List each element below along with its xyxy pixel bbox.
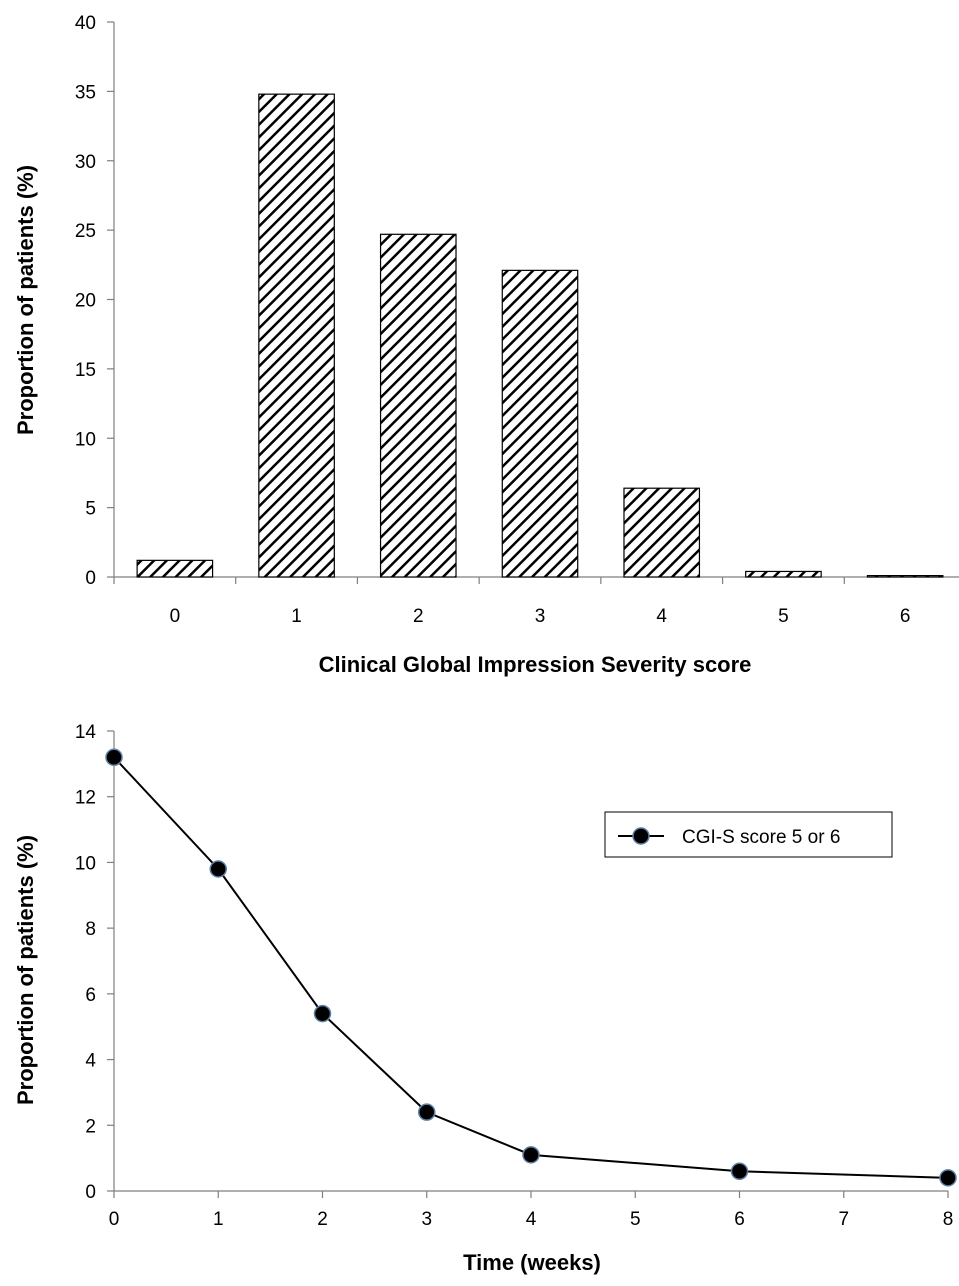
y-tick-label: 10 (75, 853, 96, 874)
data-point (105, 748, 123, 767)
x-tick-label: 4 (526, 1209, 537, 1230)
line-chart-x-tick-labels: 0 1 2 3 4 5 6 7 8 (109, 1209, 954, 1230)
y-tick-label: 40 (75, 13, 96, 34)
y-tick-label: 20 (75, 291, 96, 312)
y-tick-label: 15 (75, 360, 96, 381)
data-point (418, 1103, 436, 1121)
x-tick-label: 2 (413, 606, 424, 627)
line-chart-y-tick-labels: 0 2 4 6 8 10 12 14 (75, 722, 97, 1203)
legend-label: CGI-S score 5 or 6 (682, 827, 840, 848)
y-tick-label: 0 (85, 568, 96, 589)
legend: CGI-S score 5 or 6 (604, 811, 893, 858)
bar-1 (258, 93, 335, 578)
bar-6 (866, 575, 944, 578)
y-tick-label: 2 (85, 1116, 96, 1137)
x-tick-label: 2 (317, 1209, 328, 1230)
y-tick-label: 6 (85, 985, 96, 1006)
line-chart-x-axis-title: Time (weeks) (463, 1250, 601, 1275)
x-tick-label: 5 (630, 1209, 641, 1230)
bar-chart-axes (107, 21, 959, 584)
y-tick-label: 8 (85, 919, 96, 940)
legend-marker (632, 827, 650, 845)
bar-4 (623, 487, 701, 578)
line-chart-y-axis-title: Proportion of patients (%) (13, 835, 38, 1105)
bar-3 (501, 269, 579, 578)
bar-chart-bars (136, 93, 944, 578)
line-chart-series (105, 748, 957, 1187)
bar-chart-x-axis-title: Clinical Global Impression Severity scor… (319, 652, 752, 677)
y-tick-label: 0 (85, 1182, 96, 1203)
y-tick-label: 14 (75, 722, 97, 743)
x-tick-label: 8 (943, 1209, 954, 1230)
y-tick-label: 12 (75, 788, 96, 809)
x-tick-label: 1 (213, 1209, 224, 1230)
y-tick-label: 4 (85, 1051, 96, 1072)
bar-5 (745, 570, 822, 578)
x-tick-label: 3 (421, 1209, 432, 1230)
bar-chart: 0 5 10 15 20 25 30 35 40 0 1 2 3 4 5 6 Proportion of p… (13, 13, 959, 677)
x-tick-label: 4 (656, 606, 667, 627)
data-point (730, 1162, 749, 1181)
y-tick-label: 25 (75, 221, 96, 242)
bar-chart-y-axis-title: Proportion of patients (%) (13, 165, 38, 435)
x-tick-label: 0 (109, 1209, 120, 1230)
data-point (522, 1146, 540, 1164)
y-tick-label: 30 (75, 152, 96, 173)
x-tick-label: 7 (838, 1209, 849, 1230)
legend-box (604, 811, 893, 858)
bar-0 (136, 559, 214, 578)
bar-chart-y-tick-labels: 0 5 10 15 20 25 30 35 40 (75, 13, 96, 589)
bar-2 (379, 233, 457, 578)
x-tick-label: 3 (535, 606, 546, 627)
data-point (313, 1004, 332, 1023)
line-chart-axes (107, 730, 949, 1198)
y-tick-label: 35 (75, 82, 96, 103)
y-tick-label: 10 (75, 429, 96, 450)
bar-chart-x-tick-labels: 0 1 2 3 4 5 6 (170, 606, 911, 627)
data-point (939, 1169, 957, 1187)
x-tick-label: 0 (170, 606, 181, 627)
x-tick-label: 6 (734, 1209, 745, 1230)
x-tick-label: 6 (900, 606, 911, 627)
x-tick-label: 1 (291, 606, 302, 627)
data-point (209, 860, 227, 878)
x-tick-label: 5 (778, 606, 789, 627)
y-tick-label: 5 (85, 499, 96, 520)
